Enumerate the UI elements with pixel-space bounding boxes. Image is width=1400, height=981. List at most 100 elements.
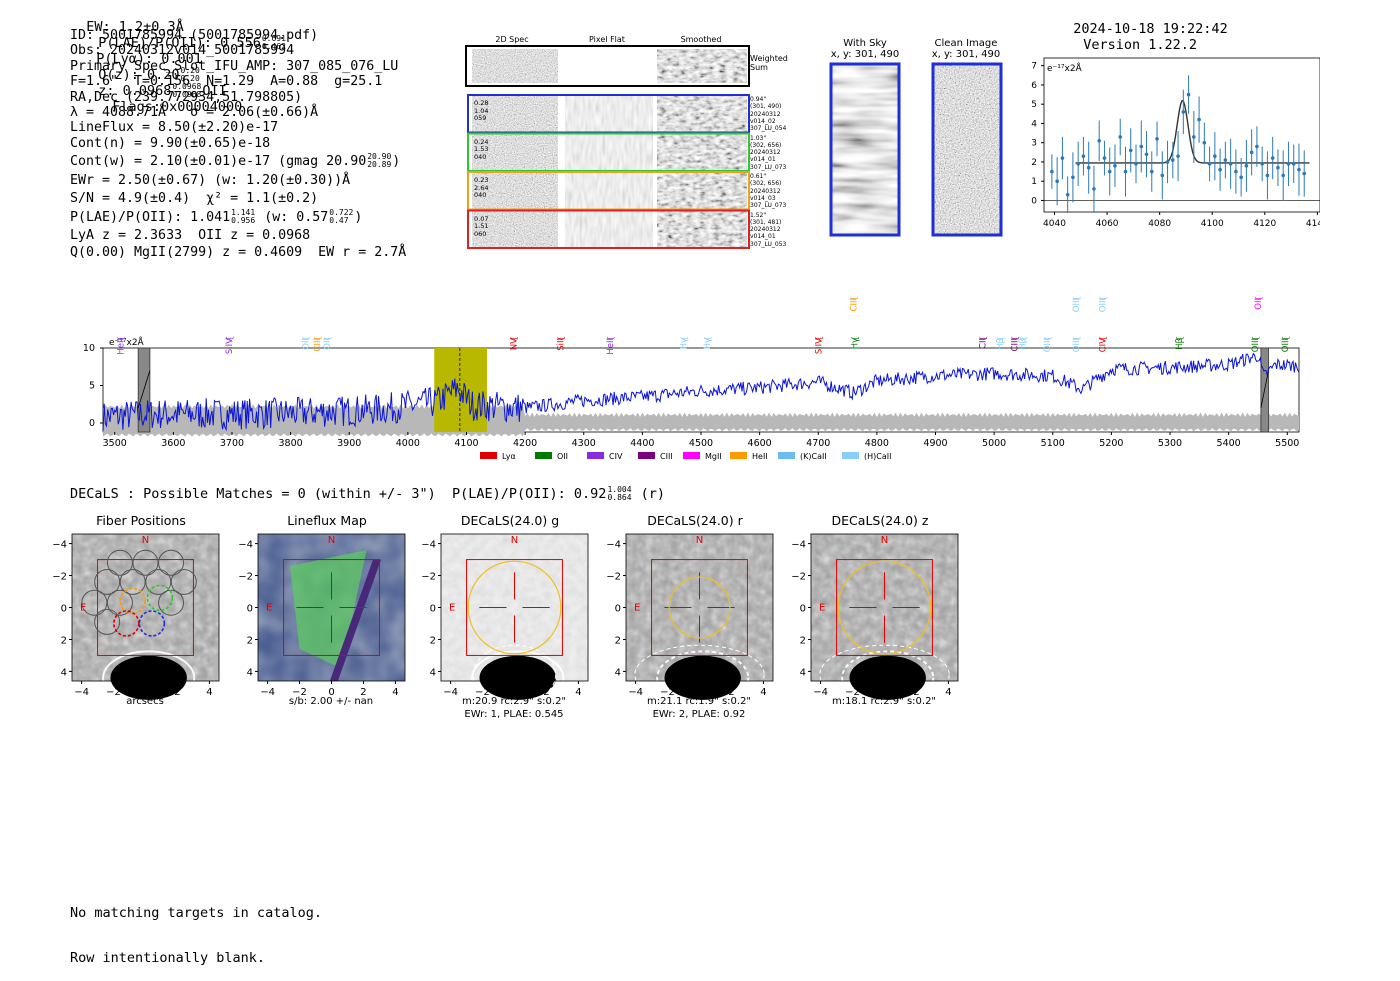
z-lo: 0.0968 — [172, 90, 202, 99]
data-point — [1218, 167, 1222, 172]
north-label: N — [881, 535, 888, 546]
info-cont-w-row: Cont(w) = 2.10(±0.01)e-17 (gmag 20.9020.… — [70, 153, 406, 170]
spectral-line-label: HeII — [606, 338, 616, 355]
search-box — [836, 559, 933, 656]
spectral-line-label: SiII — [556, 338, 566, 351]
search-box — [97, 559, 194, 656]
data-point — [1139, 144, 1144, 149]
version: Version 1.22.2 — [1083, 37, 1198, 53]
east-label: E — [634, 603, 640, 614]
cont-w-end: ) — [392, 154, 401, 170]
col-label-smoothed: Smoothed — [680, 35, 722, 44]
clean-image — [934, 65, 1000, 234]
data-point — [1270, 156, 1275, 160]
qz-lo: 0.20 — [180, 74, 200, 83]
bright-source — [849, 655, 926, 700]
data-point — [1202, 140, 1207, 145]
data-point — [1165, 160, 1170, 164]
panel-image: N E −4 4 −2 2 0 0 2 −2 4 −4 — [421, 533, 589, 706]
panel-y-tick-label: −2 — [606, 572, 621, 583]
bright-source — [110, 655, 187, 700]
info-id: ID: 5001785994 (5001785994.pdf) — [70, 28, 319, 43]
y-tick-label: 7 — [1031, 62, 1037, 72]
spectral-line-bracket: { — [1281, 336, 1290, 341]
spec-x-tick-label: 4400 — [630, 438, 654, 449]
spectral-line-bracket: { — [1072, 336, 1081, 341]
matched-fiber — [138, 610, 166, 637]
y-tick-label: 1 — [1031, 177, 1037, 187]
spectral-line-label: Hβ — [996, 338, 1006, 350]
fiber-right-value: (301, 490) — [750, 103, 782, 111]
legend-label: OII — [557, 452, 568, 461]
info-ewr: EWr = 2.50(±0.67) (w: 1.20(±0.30))Å — [70, 172, 351, 188]
with-sky-title-block: With Sky x, y: 301, 490 — [830, 38, 900, 60]
aperture-ellipse — [472, 644, 557, 705]
x-tick-label: 4100 — [1201, 219, 1224, 229]
spectral-line-label: NV — [509, 338, 519, 350]
fiber-left-label: 0.23 2.64 040 — [474, 176, 488, 200]
spec-x-tick-label: 5100 — [1041, 438, 1065, 449]
spectral-line-label: Hγ — [851, 338, 861, 349]
legend-swatch — [587, 452, 604, 459]
fiber-2dspec — [472, 96, 558, 132]
image-panel: Lineflux Map N E −4 4 −2 2 0 0 2 −2 4 −4 s/b: 2.00 +/… — [236, 510, 411, 725]
fiber-right-value: v014_02 — [750, 117, 776, 125]
panel-x-tick-label: −4 — [813, 687, 828, 698]
sky-images — [829, 62, 1003, 237]
info-plae-w-lo: 0.47 — [329, 216, 349, 226]
panel-image: N E −4 4 −2 2 0 0 2 −2 4 −4 — [606, 533, 774, 706]
fiber-left-value: 0.28 — [474, 99, 489, 107]
spec-x-tick-label: 3900 — [337, 438, 361, 449]
ew-summary: EW: 1.2±0.3Å — [86, 19, 184, 35]
y-tick-label: 6 — [1031, 81, 1037, 91]
panel-x-tick-label: 4 — [760, 687, 766, 698]
panel-x-tick-label: 2 — [728, 687, 734, 698]
search-box — [651, 559, 748, 656]
fiber-frame — [467, 209, 750, 249]
legend-label: HeII — [752, 452, 768, 461]
fiber-right-value: 20240312 — [750, 187, 781, 195]
spec-x-tick-label: 4600 — [748, 438, 772, 449]
fiber-right-value: 1.52" — [750, 211, 767, 219]
spectral-line-bracket: { — [117, 336, 126, 341]
spectral-line-bracket: { — [509, 336, 518, 341]
spectral-line-bracket: { — [1011, 336, 1020, 341]
data-point — [1171, 158, 1175, 162]
data-point — [1155, 137, 1159, 141]
data-point — [1234, 169, 1238, 174]
spectral-line-bracket: { — [1099, 336, 1108, 341]
panel-x-tick-label: 0 — [328, 687, 334, 698]
spectral-line-bracket: { — [851, 336, 860, 341]
data-point — [1239, 175, 1243, 180]
panel-y-tick-label: 2 — [61, 635, 67, 646]
panel-x-tick-label: 0 — [142, 687, 148, 698]
spectral-line-label: Hγ — [679, 338, 689, 349]
panel-image: N E −4 4 −2 2 0 0 2 −2 4 −4 — [791, 533, 959, 706]
plya-summary: P(Lyα): 0.001 — [96, 51, 202, 67]
north-label: N — [696, 535, 703, 546]
data-point — [1192, 135, 1196, 139]
panel-x-tick-label: 4 — [945, 687, 951, 698]
data-point — [1228, 162, 1233, 166]
info-obs: Obs: 20240312v014_5001785994 — [70, 43, 295, 59]
panel-y-tick-label: 4 — [247, 667, 253, 678]
data-point — [1071, 175, 1075, 180]
weighted-smoothed — [657, 49, 747, 83]
spec-x-tick-label: 4500 — [689, 438, 713, 449]
spec-x-tick-label: 5400 — [1217, 438, 1241, 449]
data-point — [1249, 150, 1254, 155]
spectral-line-label: Hγ — [703, 338, 713, 349]
east-label: E — [819, 603, 825, 614]
spectral-line-bracket: { — [1251, 336, 1260, 341]
fiber-ring — [81, 589, 108, 616]
fiber-2dspec — [472, 211, 558, 247]
spectral-line-label: OII — [323, 338, 333, 350]
footer-line-2: Row intentionally blank. — [70, 950, 266, 966]
spectral-line-bracket: { — [323, 336, 332, 341]
panel-y-tick-label: 2 — [430, 635, 436, 646]
weighted-2dspec — [472, 49, 558, 83]
aperture-ellipse — [819, 644, 950, 705]
cutout-grid — [465, 45, 750, 249]
legend-swatch — [842, 452, 859, 459]
info-cont-w: Cont(w) = 2.10(±0.01)e-17 (gmag 20.90 — [70, 154, 367, 170]
